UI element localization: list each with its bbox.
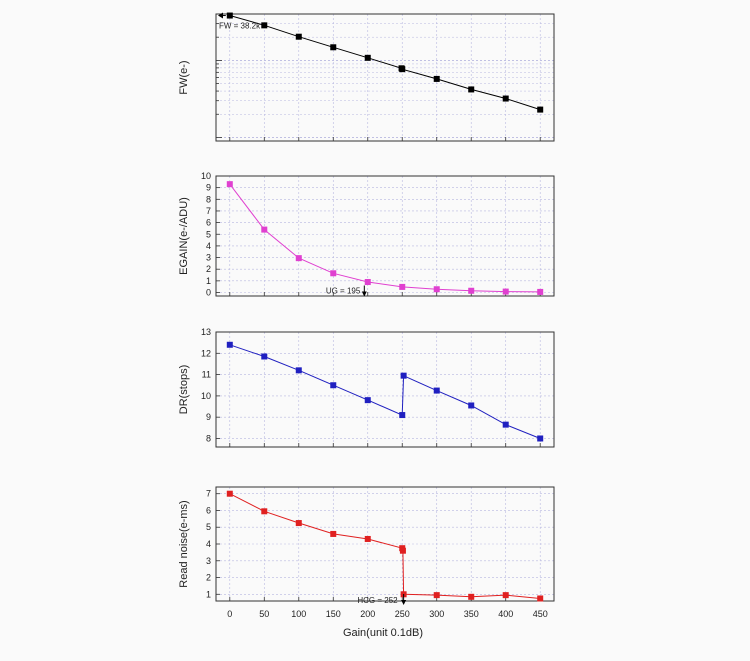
panel-fw: FW(e-) FW = 38.2k (178, 12, 555, 142)
data-point (468, 593, 475, 600)
data-point (226, 490, 233, 497)
data-point (433, 387, 440, 394)
y-tick-label: 2 (206, 264, 211, 274)
y-axis-title: Read noise(e-ms) (178, 500, 190, 587)
x-tick-label: 300 (429, 609, 444, 619)
y-tick-label: 9 (206, 412, 211, 422)
x-tick-label: 450 (533, 609, 548, 619)
data-point (364, 279, 371, 286)
data-point (261, 353, 268, 360)
y-tick-label: 7 (206, 489, 211, 499)
y-tick-label: 5 (206, 229, 211, 239)
x-tick-label: 100 (291, 609, 306, 619)
data-point (433, 592, 440, 599)
x-tick-label: 400 (498, 609, 513, 619)
y-tick-label: 0 (206, 288, 211, 298)
y-axis-title: EGAIN(e-/ADU) (178, 197, 190, 275)
data-point (330, 44, 337, 51)
panel-frame (215, 13, 555, 142)
data-point (433, 75, 440, 82)
data-point (261, 226, 268, 233)
panel-dr: 8 9 10 11 12 13 DR(stops) (178, 327, 555, 448)
y-tick-label: 2 (206, 573, 211, 583)
y-tick-label: 10 (201, 391, 211, 401)
panel-frame (215, 486, 555, 602)
panel-frame (215, 331, 555, 448)
y-tick-label: 4 (206, 539, 211, 549)
series-line-egain (229, 183, 541, 293)
ug-annotation: UG = 195 (326, 287, 361, 296)
data-point (537, 288, 544, 295)
y-tick-label: 10 (201, 171, 211, 181)
y-tick-label: 7 (206, 206, 211, 216)
data-point (330, 530, 337, 537)
data-point (364, 397, 371, 404)
data-point (399, 283, 406, 290)
data-point (364, 54, 371, 61)
data-point (330, 382, 337, 389)
y-tick-label: 8 (206, 194, 211, 204)
data-point (330, 270, 337, 277)
data-point (261, 22, 268, 29)
arrow-head-icon (361, 291, 367, 297)
x-tick-label: 50 (259, 609, 269, 619)
data-point (399, 412, 406, 419)
data-point (537, 595, 544, 602)
y-tick-label: 13 (201, 327, 211, 337)
data-point (400, 372, 407, 379)
data-point (399, 547, 406, 554)
data-point (226, 181, 233, 188)
data-point (502, 592, 509, 599)
arrow-head-icon (401, 599, 407, 605)
panel-rn: 1 2 3 4 5 6 7 Read noise(e-ms) HCG = 252 (178, 486, 555, 605)
data-point (295, 255, 302, 262)
y-tick-label: 8 (206, 433, 211, 443)
data-point (295, 33, 302, 40)
y-tick-label: 3 (206, 556, 211, 566)
panel-frame (215, 175, 555, 297)
data-point (364, 535, 371, 542)
data-point (502, 95, 509, 102)
data-point (537, 435, 544, 442)
y-tick-label: 12 (201, 348, 211, 358)
data-point (468, 86, 475, 93)
data-point (468, 287, 475, 294)
x-tick-label: 200 (360, 609, 375, 619)
y-tick-label: 9 (206, 183, 211, 193)
x-tick-label: 350 (464, 609, 479, 619)
y-tick-label: 11 (202, 370, 211, 380)
fw-annotation: FW = 38.2k (219, 22, 261, 31)
panel-egain: 0 1 23 4 56 7 89 10 EGAIN(e-/ADU) UG = 195 (178, 171, 555, 298)
arrow-head-icon (218, 12, 223, 19)
y-tick-label: 3 (206, 253, 211, 263)
data-point (433, 286, 440, 293)
hcg-annotation: HCG = 252 (357, 596, 398, 605)
data-point (468, 402, 475, 409)
data-point (295, 367, 302, 374)
x-tick-label: 250 (395, 609, 410, 619)
y-tick-label: 4 (206, 241, 211, 251)
panels-group: FW(e-)FW = 38.2k012345678910EGAIN(e-/ADU… (178, 12, 555, 605)
x-axis-title: Gain(unit 0.1dB) (343, 627, 423, 639)
data-point (261, 508, 268, 515)
data-point (537, 106, 544, 113)
data-point (502, 288, 509, 295)
y-axis-title: FW(e-) (178, 60, 190, 94)
data-point (502, 421, 509, 428)
x-tick-label: 150 (326, 609, 341, 619)
data-point (399, 66, 406, 73)
y-axis-title: DR(stops) (178, 365, 190, 415)
x-axis: 0 50 100 150 200 250 300 350 400 450 (227, 609, 547, 619)
x-tick-label: 0 (227, 609, 232, 619)
data-point (226, 341, 233, 348)
data-point (295, 520, 302, 527)
y-tick-label: 6 (206, 505, 211, 515)
y-tick-label: 1 (206, 589, 211, 599)
y-tick-label: 6 (206, 218, 211, 228)
y-tick-label: 5 (206, 522, 211, 532)
data-point (226, 12, 233, 19)
y-tick-label: 1 (206, 276, 211, 286)
